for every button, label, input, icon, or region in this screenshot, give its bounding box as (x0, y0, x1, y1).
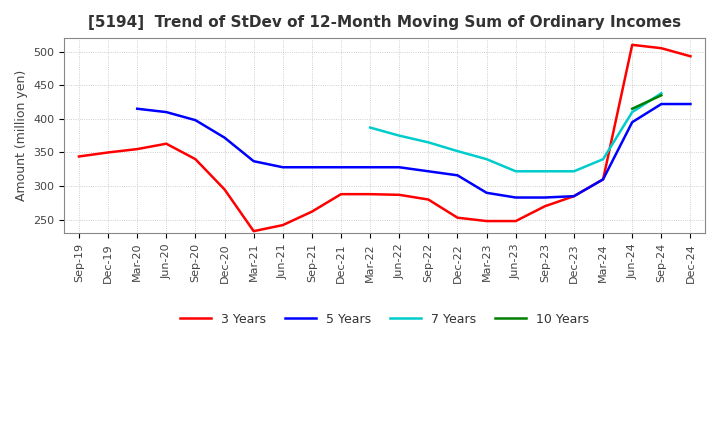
5 Years (337, 165, 346, 170)
Line: 5 Years: 5 Years (138, 104, 690, 198)
3 Years (511, 218, 520, 224)
5 Years (191, 117, 199, 123)
5 Years (424, 169, 433, 174)
5 Years (366, 165, 374, 170)
7 Years (366, 125, 374, 130)
5 Years (133, 106, 142, 111)
3 Years (453, 215, 462, 220)
5 Years (162, 110, 171, 115)
7 Years (657, 91, 666, 96)
7 Years (541, 169, 549, 174)
3 Years (657, 46, 666, 51)
3 Years (570, 194, 578, 199)
3 Years (307, 209, 316, 214)
3 Years (337, 191, 346, 197)
5 Years (628, 120, 636, 125)
7 Years (628, 110, 636, 115)
5 Years (395, 165, 404, 170)
7 Years (511, 169, 520, 174)
7 Years (482, 157, 491, 162)
7 Years (395, 133, 404, 138)
5 Years (657, 101, 666, 106)
7 Years (570, 169, 578, 174)
5 Years (279, 165, 287, 170)
3 Years (133, 147, 142, 152)
7 Years (599, 157, 608, 162)
Legend: 3 Years, 5 Years, 7 Years, 10 Years: 3 Years, 5 Years, 7 Years, 10 Years (175, 308, 595, 331)
5 Years (686, 101, 695, 106)
5 Years (249, 158, 258, 164)
5 Years (541, 195, 549, 200)
Title: [5194]  Trend of StDev of 12-Month Moving Sum of Ordinary Incomes: [5194] Trend of StDev of 12-Month Moving… (88, 15, 681, 30)
3 Years (395, 192, 404, 198)
3 Years (599, 177, 608, 182)
5 Years (599, 177, 608, 182)
5 Years (511, 195, 520, 200)
3 Years (75, 154, 84, 159)
7 Years (424, 140, 433, 145)
5 Years (482, 190, 491, 195)
10 Years (657, 93, 666, 98)
10 Years (628, 106, 636, 111)
5 Years (453, 172, 462, 178)
3 Years (366, 191, 374, 197)
3 Years (191, 157, 199, 162)
5 Years (570, 194, 578, 199)
3 Years (162, 141, 171, 147)
5 Years (307, 165, 316, 170)
3 Years (482, 218, 491, 224)
3 Years (249, 228, 258, 234)
Line: 7 Years: 7 Years (370, 93, 662, 171)
Y-axis label: Amount (million yen): Amount (million yen) (15, 70, 28, 201)
3 Years (104, 150, 112, 155)
3 Years (220, 187, 229, 192)
3 Years (628, 42, 636, 48)
3 Years (541, 204, 549, 209)
5 Years (220, 135, 229, 140)
3 Years (686, 54, 695, 59)
Line: 3 Years: 3 Years (79, 45, 690, 231)
3 Years (424, 197, 433, 202)
3 Years (279, 223, 287, 228)
7 Years (453, 148, 462, 154)
Line: 10 Years: 10 Years (632, 95, 662, 109)
